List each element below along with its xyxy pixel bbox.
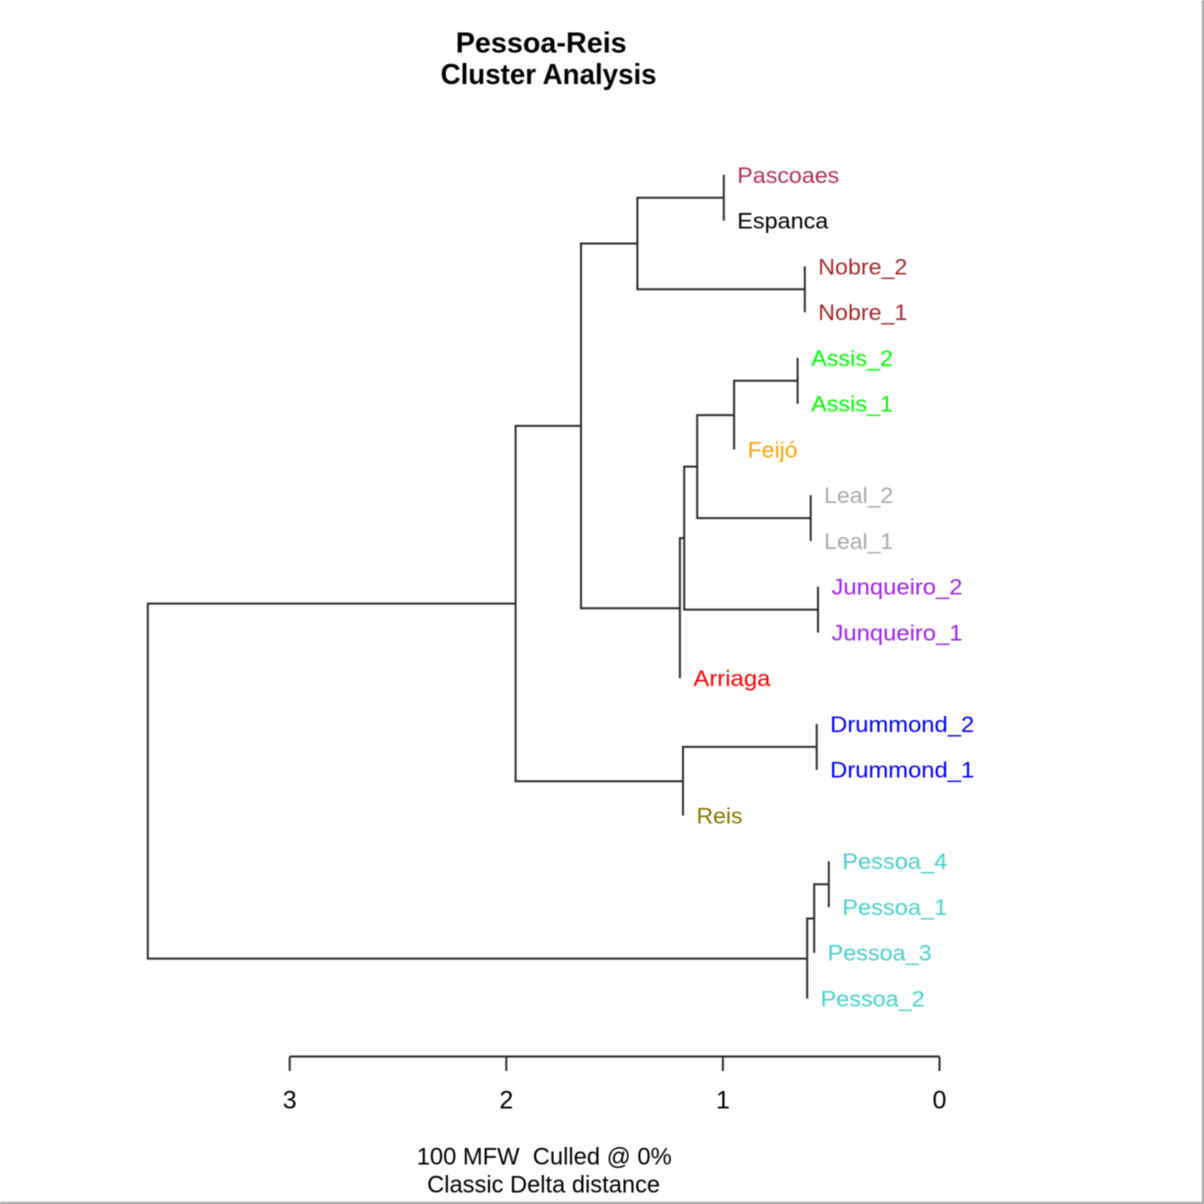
svg-text:Pascoaes: Pascoaes [737,163,839,188]
svg-text:Nobre_2: Nobre_2 [818,254,907,279]
svg-text:Pessoa_4: Pessoa_4 [842,849,947,874]
svg-text:Arriaga: Arriaga [693,666,771,691]
svg-text:2: 2 [499,1087,513,1115]
svg-text:1: 1 [716,1087,730,1115]
svg-text:Nobre_1: Nobre_1 [818,300,907,325]
svg-text:Assis_1: Assis_1 [811,392,893,417]
svg-text:Junqueiro_2: Junqueiro_2 [832,575,963,600]
svg-text:Pessoa_2: Pessoa_2 [821,987,925,1012]
svg-text:Drummond_1: Drummond_1 [830,758,974,783]
svg-text:3: 3 [283,1087,297,1115]
svg-text:Drummond_2: Drummond_2 [830,712,974,737]
svg-text:0: 0 [933,1087,947,1115]
svg-text:Classic Delta distance: Classic Delta distance [427,1172,660,1199]
svg-text:Leal_1: Leal_1 [824,529,893,554]
svg-text:Reis: Reis [697,804,743,829]
svg-text:Pessoa_3: Pessoa_3 [828,941,932,966]
svg-text:Leal_2: Leal_2 [824,483,893,508]
svg-text:100 MFW Culled @ 0%: 100 MFW Culled @ 0% [417,1143,672,1170]
svg-text:Pessoa_1: Pessoa_1 [842,895,947,920]
svg-text:Espanca: Espanca [737,209,829,234]
svg-text:Cluster Analysis: Cluster Analysis [441,59,657,91]
svg-text:Junqueiro_1: Junqueiro_1 [832,620,963,645]
svg-text:Assis_2: Assis_2 [811,346,893,371]
svg-text:Feijó: Feijó [748,437,798,462]
svg-text:Pessoa-Reis: Pessoa-Reis [456,28,627,60]
